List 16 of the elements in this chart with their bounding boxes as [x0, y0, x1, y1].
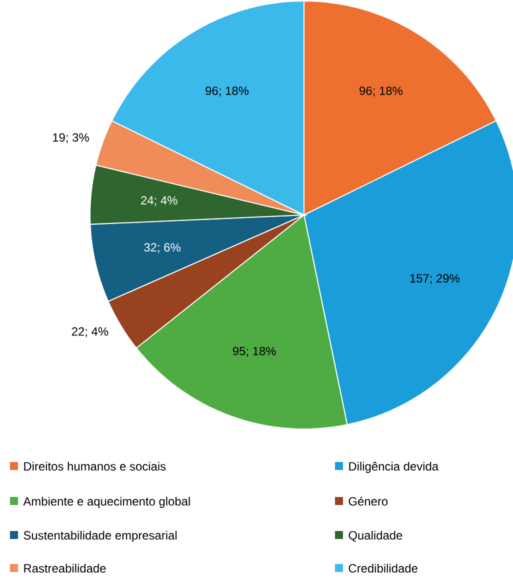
legend-label: Sustentabilidade empresarial: [24, 530, 177, 542]
data-label: 24; 4%: [141, 196, 178, 206]
data-label: 157; 29%: [410, 274, 460, 284]
legend-label: Rastreabilidade: [24, 564, 106, 573]
data-label: 96; 18%: [206, 86, 249, 96]
legend-label: Qualidade: [348, 530, 402, 542]
legend-label: Ambiente e aquecimento global: [23, 496, 190, 508]
data-label: 22; 4%: [72, 327, 108, 338]
legend-label: Credibilidade: [348, 564, 418, 573]
legend-label: Diligência devida: [349, 462, 439, 473]
data-label: 96; 18%: [360, 86, 402, 96]
legend-label: Direitos humanos e sociais: [24, 462, 166, 471]
data-label: 19; 3%: [53, 133, 89, 144]
data-label: 95; 18%: [232, 346, 276, 357]
data-label: 32; 6%: [144, 243, 180, 254]
legend-label: Género: [348, 496, 388, 506]
